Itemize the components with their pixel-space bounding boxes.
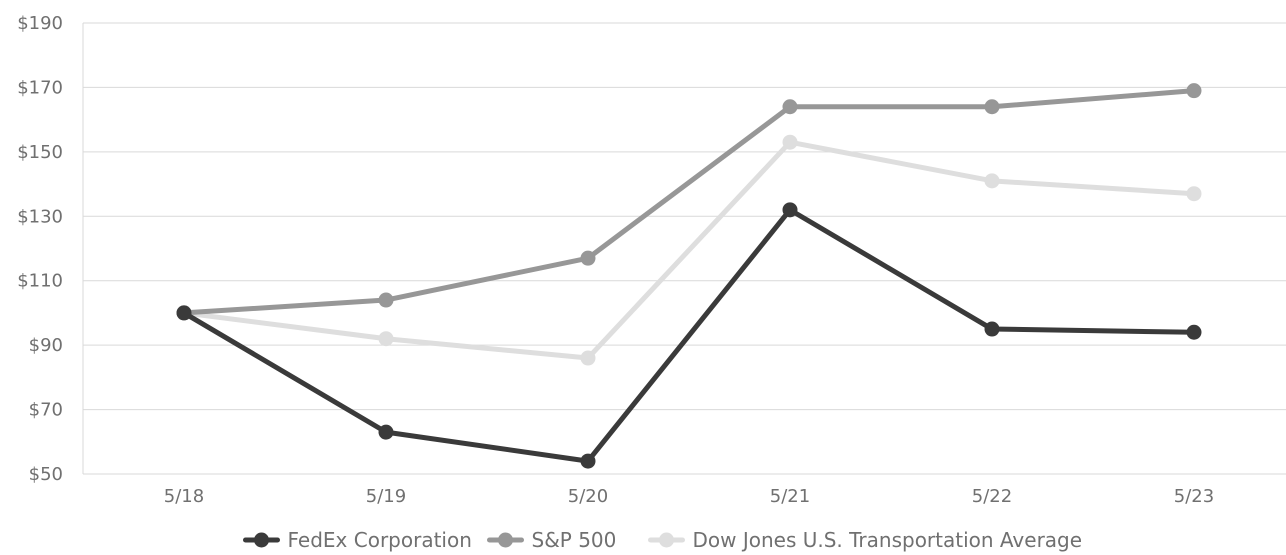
data-point [580,453,596,469]
y-tick-label: $150 [17,142,63,163]
series-line [181,207,1197,464]
x-tick-label: 5/20 [568,486,608,507]
data-point [782,134,798,150]
series-1 [176,83,1202,321]
legend-label: Dow Jones U.S. Transportation Average [693,528,1083,552]
x-tick-label: 5/19 [366,486,406,507]
legend: FedEx Corporation S&P 500 Dow Jones U.S. T… [243,528,1083,552]
legend-item: FedEx Corporation [243,528,472,552]
grid-lines [83,22,1286,475]
legend-item: S&P 500 [487,528,617,552]
y-tick-label: $190 [17,13,63,34]
data-point [1186,324,1202,340]
data-point [378,331,394,347]
data-point [984,173,1000,189]
data-point [782,99,798,115]
data-point [378,292,394,308]
data-point [580,250,596,266]
x-tick-label: 5/21 [770,486,810,507]
legend-label: FedEx Corporation [288,528,472,552]
x-tick-label: 5/22 [972,486,1012,507]
data-point [1186,83,1202,99]
y-tick-label: $130 [17,206,63,227]
x-tick-label: 5/18 [164,486,204,507]
y-tick-label: $50 [29,464,63,485]
data-point [984,321,1000,337]
data-point [378,424,394,440]
y-tick-label: $110 [17,271,63,292]
series-line [181,139,1197,361]
legend-swatch-marker [498,532,513,548]
y-tick-label: $90 [29,335,63,356]
series-0 [176,202,1202,469]
legend-swatch-marker [254,532,269,548]
legend-swatch-marker [659,532,674,548]
data-point [782,202,798,218]
legend-item: Dow Jones U.S. Transportation Average [648,528,1083,552]
data-point [984,99,1000,115]
y-tick-label: $170 [17,77,63,98]
series-group [176,83,1202,469]
data-point [1186,186,1202,202]
x-axis: 5/18 5/19 5/20 5/21 5/22 5/23 [164,486,1214,507]
series-line [181,88,1197,316]
y-axis: $50 $70 $90 $110 $130 $150 $170 $190 [17,13,84,485]
x-tick-label: 5/23 [1174,486,1214,507]
data-point [176,305,192,321]
y-tick-label: $70 [29,400,63,421]
data-point [580,350,596,366]
legend-label: S&P 500 [532,528,617,552]
